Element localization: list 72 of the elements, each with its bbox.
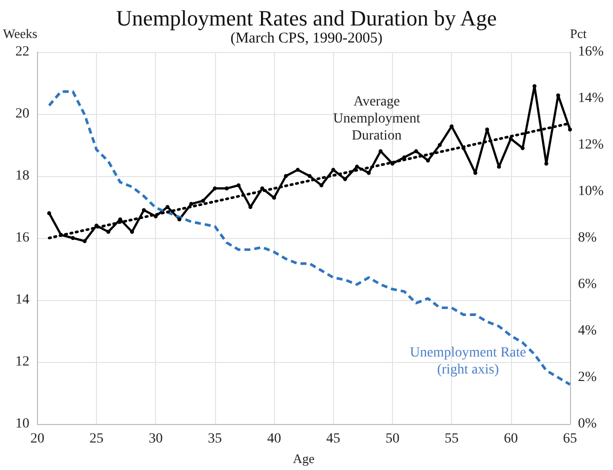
y2-tick-label: 8% xyxy=(578,230,597,246)
y2-tick-label: 2% xyxy=(578,370,597,385)
point xyxy=(70,236,75,240)
point xyxy=(508,136,513,141)
point xyxy=(94,224,99,228)
x-tick-label: 45 xyxy=(326,432,340,446)
point xyxy=(284,174,288,178)
y2-tick-label: 16% xyxy=(578,44,604,60)
chart-title: Unemployment Rates and Duration by Age xyxy=(116,6,497,30)
y2-tick-label: 14% xyxy=(578,91,604,106)
point xyxy=(308,174,312,178)
y-tick-label: 10 xyxy=(15,416,30,432)
point xyxy=(296,168,300,172)
y-tick-label: 16 xyxy=(15,230,30,246)
point xyxy=(544,162,548,166)
point xyxy=(354,164,359,169)
y2-tick-label: 4% xyxy=(578,324,597,338)
y-tick-label: 20 xyxy=(15,106,30,122)
x-tick-label: 25 xyxy=(90,432,104,446)
point xyxy=(520,146,525,150)
point xyxy=(212,186,217,190)
x-tick-label: 30 xyxy=(148,432,163,446)
y-axis-title: Weeks xyxy=(3,26,38,41)
y2-tick-label: 6% xyxy=(578,277,597,292)
point xyxy=(414,149,418,154)
x-tick-label: 65 xyxy=(563,432,577,446)
point xyxy=(142,208,146,212)
point xyxy=(319,183,324,188)
series-label: Unemployment Rate (right axis) xyxy=(410,346,526,378)
point xyxy=(154,214,158,218)
x-axis-title: Age xyxy=(292,451,315,466)
y2-tick-label: 10% xyxy=(578,184,604,199)
x-tick-label: 50 xyxy=(385,432,400,446)
point xyxy=(224,186,229,190)
point xyxy=(82,239,87,244)
y-tick-label: 12 xyxy=(15,354,30,370)
point xyxy=(331,168,336,172)
point xyxy=(343,177,348,182)
y-tick-label: 18 xyxy=(15,168,30,184)
point xyxy=(532,84,536,88)
point xyxy=(201,198,206,203)
x-tick-label: 55 xyxy=(444,432,459,446)
point xyxy=(189,202,194,206)
point xyxy=(272,196,276,200)
point xyxy=(485,128,490,132)
point xyxy=(130,230,134,234)
x-tick-label: 40 xyxy=(267,432,282,446)
y2-tick-label: 0% xyxy=(578,416,597,432)
y2-axis-title: Pct xyxy=(570,26,587,41)
line-series xyxy=(48,90,572,386)
point xyxy=(556,93,560,98)
point xyxy=(260,186,264,190)
point xyxy=(366,170,371,175)
point xyxy=(118,217,122,222)
x-tick-label: 35 xyxy=(208,432,222,446)
point xyxy=(106,230,110,234)
point xyxy=(166,205,170,209)
x-tick-label: 20 xyxy=(30,432,44,446)
point xyxy=(236,183,241,188)
point xyxy=(426,158,430,162)
point xyxy=(378,149,383,154)
point xyxy=(568,128,572,132)
x-tick-label: 60 xyxy=(504,432,518,446)
point xyxy=(438,143,442,147)
point xyxy=(59,232,63,237)
series-label: Average Unemployment Duration xyxy=(333,94,420,144)
y-tick-label: 22 xyxy=(15,44,30,60)
point xyxy=(47,211,52,216)
chart-subtitle: (March CPS, 1990-2005) xyxy=(230,30,383,46)
point xyxy=(177,217,182,222)
y-tick-label: 14 xyxy=(15,292,30,308)
y2-tick-label: 12% xyxy=(578,138,604,152)
